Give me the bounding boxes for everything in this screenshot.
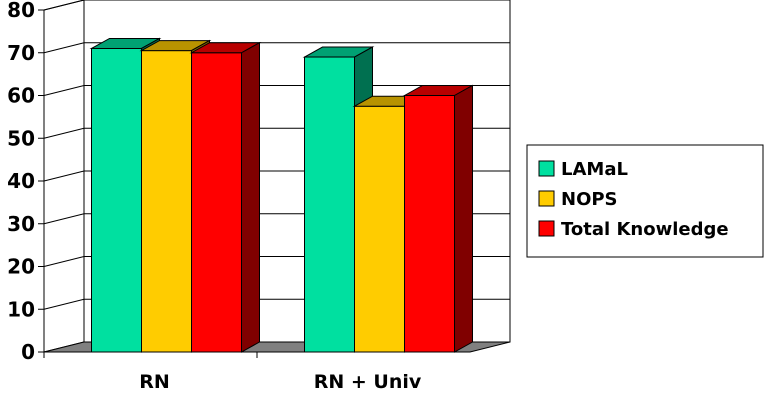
legend-swatch <box>538 220 555 237</box>
bar <box>304 56 355 353</box>
y-tick-label: 60 <box>7 84 35 108</box>
y-tick-label: 10 <box>7 297 35 321</box>
bar <box>354 105 405 353</box>
y-tick-label: 40 <box>7 169 35 193</box>
bar <box>91 47 142 353</box>
legend-label: NOPS <box>561 189 618 210</box>
legend-swatch <box>538 160 555 177</box>
legend-swatch <box>538 190 555 207</box>
legend-box <box>526 144 764 258</box>
y-tick-label: 30 <box>7 212 35 236</box>
legend: LAMaL NOPS Total Knowledge <box>526 144 764 258</box>
legend-label: Total Knowledge <box>561 219 729 240</box>
bar-side <box>454 84 473 353</box>
bar <box>141 50 192 353</box>
bars <box>89 37 475 353</box>
bar <box>191 52 242 353</box>
y-tick-label: 20 <box>7 255 35 279</box>
gridline <box>43 0 510 11</box>
x-tick-label: RN <box>139 371 170 393</box>
legend-label: LAMaL <box>561 159 628 180</box>
y-tick-label: 70 <box>7 41 35 65</box>
bar-side <box>241 41 260 353</box>
y-tick-label: 0 <box>21 340 35 364</box>
x-tick-label: RN + Univ <box>314 371 422 393</box>
y-tick-labels: 0 10 20 30 40 50 60 70 80 <box>7 0 35 364</box>
y-tick-label: 80 <box>7 0 35 22</box>
category-labels: RN RN + Univ <box>139 371 422 393</box>
gridline <box>43 42 510 54</box>
y-tick-label: 50 <box>7 126 35 150</box>
bar <box>404 95 455 353</box>
